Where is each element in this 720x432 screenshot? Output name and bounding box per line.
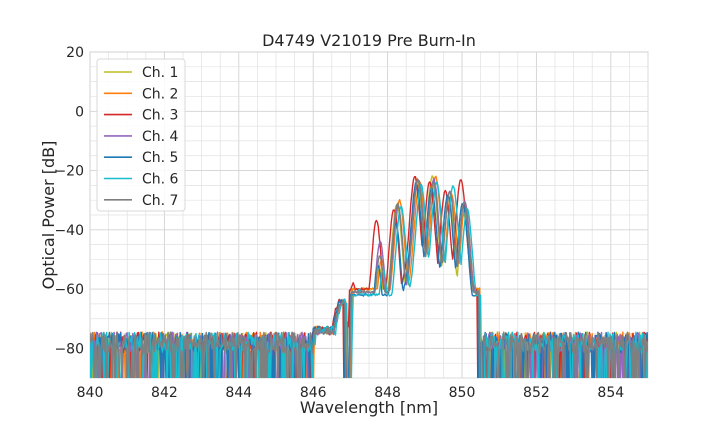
x-tick-label: 852 (523, 385, 550, 401)
y-tick-label: −80 (54, 341, 84, 357)
y-tick-label: 0 (75, 104, 84, 120)
series-line-ch4 (90, 178, 648, 378)
x-tick-label: 854 (597, 385, 624, 401)
y-tick-label: 20 (66, 45, 84, 61)
series-lines (90, 175, 648, 378)
legend-entry: Ch. 4 (142, 129, 179, 145)
x-tick-label: 840 (77, 385, 104, 401)
legend-entry: Ch. 2 (142, 86, 178, 102)
legend-entry: Ch. 1 (142, 65, 178, 81)
x-tick-label: 850 (449, 385, 476, 401)
y-axis-label: Optical Power [dB] (39, 141, 58, 290)
legend-entry: Ch. 6 (142, 172, 179, 188)
y-tick-label: −20 (54, 164, 84, 180)
tick-labels: 840 842 844 846 848 850 852 854 20 0 −20 −40 −60 −80 (54, 45, 624, 401)
y-tick-label: −40 (54, 223, 84, 239)
series-line-ch6 (90, 181, 648, 378)
legend-entry: Ch. 3 (142, 108, 178, 124)
x-tick-label: 846 (300, 385, 327, 401)
x-axis-label: Wavelength [nm] (300, 398, 438, 417)
legend: Ch. 1 Ch. 2 Ch. 3 Ch. 4 Ch. 5 Ch. 6 Ch. 7 (96, 58, 186, 212)
legend-entry: Ch. 7 (142, 193, 178, 209)
legend-box (96, 58, 186, 212)
x-tick-label: 848 (374, 385, 401, 401)
chart-title: D4749 V21019 Pre Burn-In (262, 31, 476, 50)
series-line-ch7 (90, 178, 648, 378)
y-tick-label: −60 (54, 282, 84, 298)
x-tick-label: 842 (151, 385, 178, 401)
x-tick-label: 844 (225, 385, 252, 401)
legend-entry: Ch. 5 (142, 150, 178, 166)
